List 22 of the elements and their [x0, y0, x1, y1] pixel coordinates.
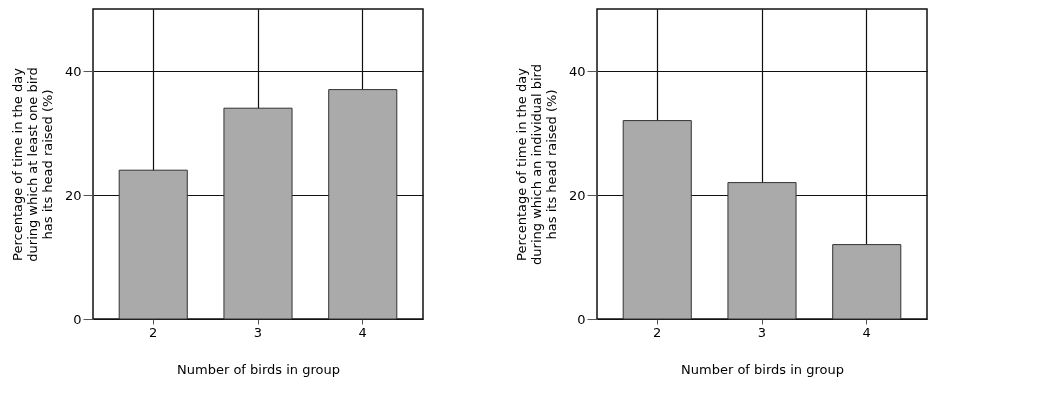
x-tick-label: 2 [149, 324, 158, 340]
x-tick-label: 4 [358, 324, 367, 340]
x-tick-label: 2 [653, 324, 662, 340]
bar [118, 169, 188, 320]
y-axis-title: Percentage of time in the day during which at least one bird has its head raised (%) [9, 67, 55, 262]
x-tick-label: 3 [253, 324, 263, 340]
y-tick-label: 40 [64, 63, 82, 79]
x-tick-label: 4 [862, 324, 871, 340]
bar [328, 89, 398, 320]
y-tick-label: 20 [568, 187, 586, 203]
x-axis-title: Number of birds in group [177, 361, 340, 377]
bar [622, 120, 692, 320]
bar [223, 107, 293, 320]
y-tick-label: 0 [73, 311, 82, 327]
y-tick-label: 20 [64, 187, 82, 203]
x-tick-label: 3 [757, 324, 767, 340]
bar [832, 244, 902, 320]
y-tick-label: 0 [577, 311, 586, 327]
x-axis-title: Number of birds in group [681, 361, 844, 377]
y-axis-title: Percentage of time in the day during which an individual bird has its head raised (%) [513, 64, 559, 265]
bar [727, 182, 797, 320]
y-tick-label: 40 [568, 63, 586, 79]
